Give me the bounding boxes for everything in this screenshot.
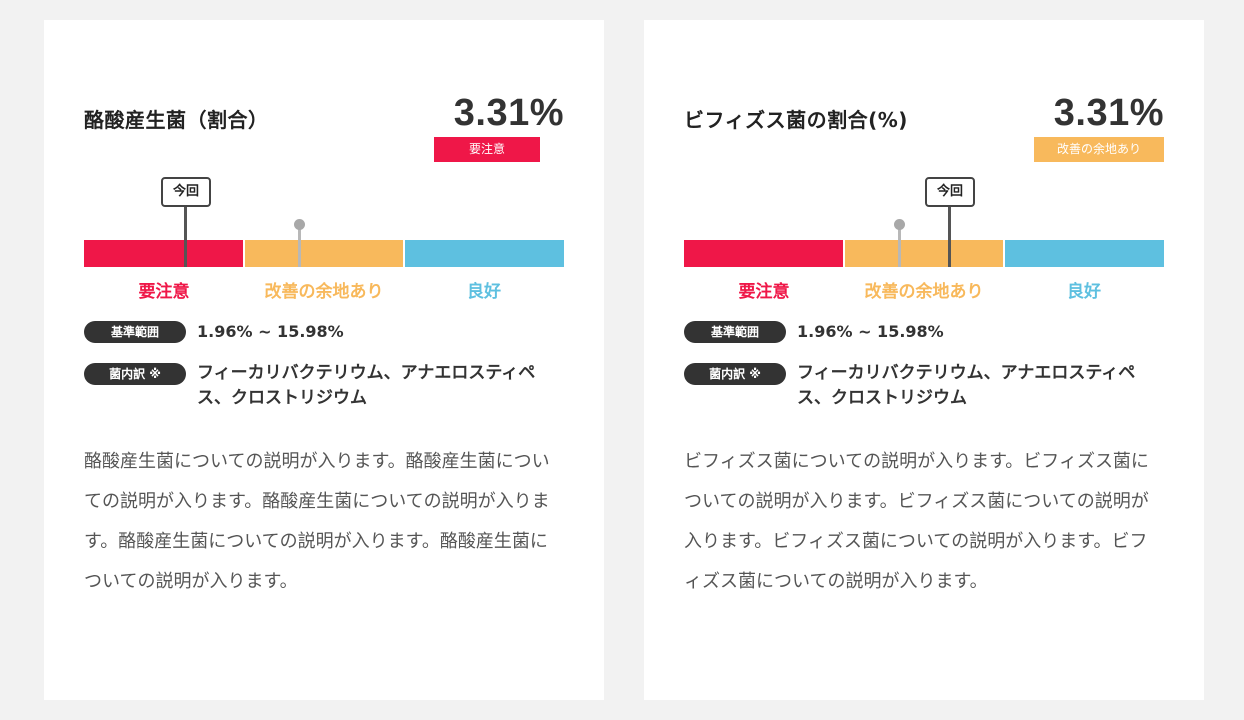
card-title: ビフィズス菌の割合(%) (684, 108, 908, 132)
zone-divider (1003, 240, 1005, 267)
butyrate-card: 酪酸産生菌（割合） 3.31% 要注意 今回 要注意 改善の余地あり 良好 基準… (44, 20, 604, 700)
zone-label-caution: 要注意 (738, 282, 790, 302)
card-title: 酪酸産生菌（割合） (84, 108, 269, 132)
description-text: 酪酸産生菌についての説明が入ります。酪酸産生菌についての説明が入ります。酪酸産生… (84, 451, 550, 592)
zone-bar-good (404, 240, 564, 267)
zone-label-improve: 改善の余地あり (864, 282, 984, 302)
status-badge: 要注意 (434, 137, 540, 162)
bacteria-list: フィーカリバクテリウム、アナエロスティペス、クロストリジウム (197, 363, 536, 408)
zone-label-good: 良好 (1067, 282, 1101, 302)
zone-bar-improve (844, 240, 1004, 267)
zone-bar-good (1004, 240, 1164, 267)
current-marker-label: 今回 (161, 177, 211, 207)
zone-bar-caution (684, 240, 844, 267)
current-marker-label: 今回 (925, 177, 975, 207)
bifidobacteria-card: ビフィズス菌の割合(%) 3.31% 改善の余地あり 今回 要注意 改善の余地あ… (644, 20, 1204, 700)
current-marker (184, 207, 187, 267)
description-text: ビフィズス菌についての説明が入ります。ビフィズス菌についての説明が入ります。ビフ… (684, 451, 1149, 592)
range-label-pill: 基準範囲 (684, 321, 786, 343)
zone-divider (403, 240, 405, 267)
range-label-pill: 基準範囲 (84, 321, 186, 343)
percentage-value: 3.31% (453, 92, 564, 134)
bacteria-label-pill: 菌内訳 ※ (684, 363, 786, 385)
reference-marker (894, 219, 905, 267)
zone-label-caution: 要注意 (138, 282, 190, 302)
range-value: 1.96% ~ 15.98% (197, 322, 344, 341)
percentage-value: 3.31% (1053, 92, 1164, 134)
zone-bar-improve (244, 240, 404, 267)
zone-divider (243, 240, 245, 267)
range-gauge: 今回 (84, 177, 564, 267)
range-value: 1.96% ~ 15.98% (797, 322, 944, 341)
range-gauge: 今回 (684, 177, 1164, 267)
bacteria-label-pill: 菌内訳 ※ (84, 363, 186, 385)
zone-label-good: 良好 (467, 282, 501, 302)
zone-bar-caution (84, 240, 244, 267)
zone-divider (843, 240, 845, 267)
zone-label-improve: 改善の余地あり (264, 282, 384, 302)
reference-marker (294, 219, 305, 267)
current-marker (948, 207, 951, 267)
status-badge: 改善の余地あり (1034, 137, 1164, 162)
bacteria-list: フィーカリバクテリウム、アナエロスティペス、クロストリジウム (797, 363, 1136, 408)
